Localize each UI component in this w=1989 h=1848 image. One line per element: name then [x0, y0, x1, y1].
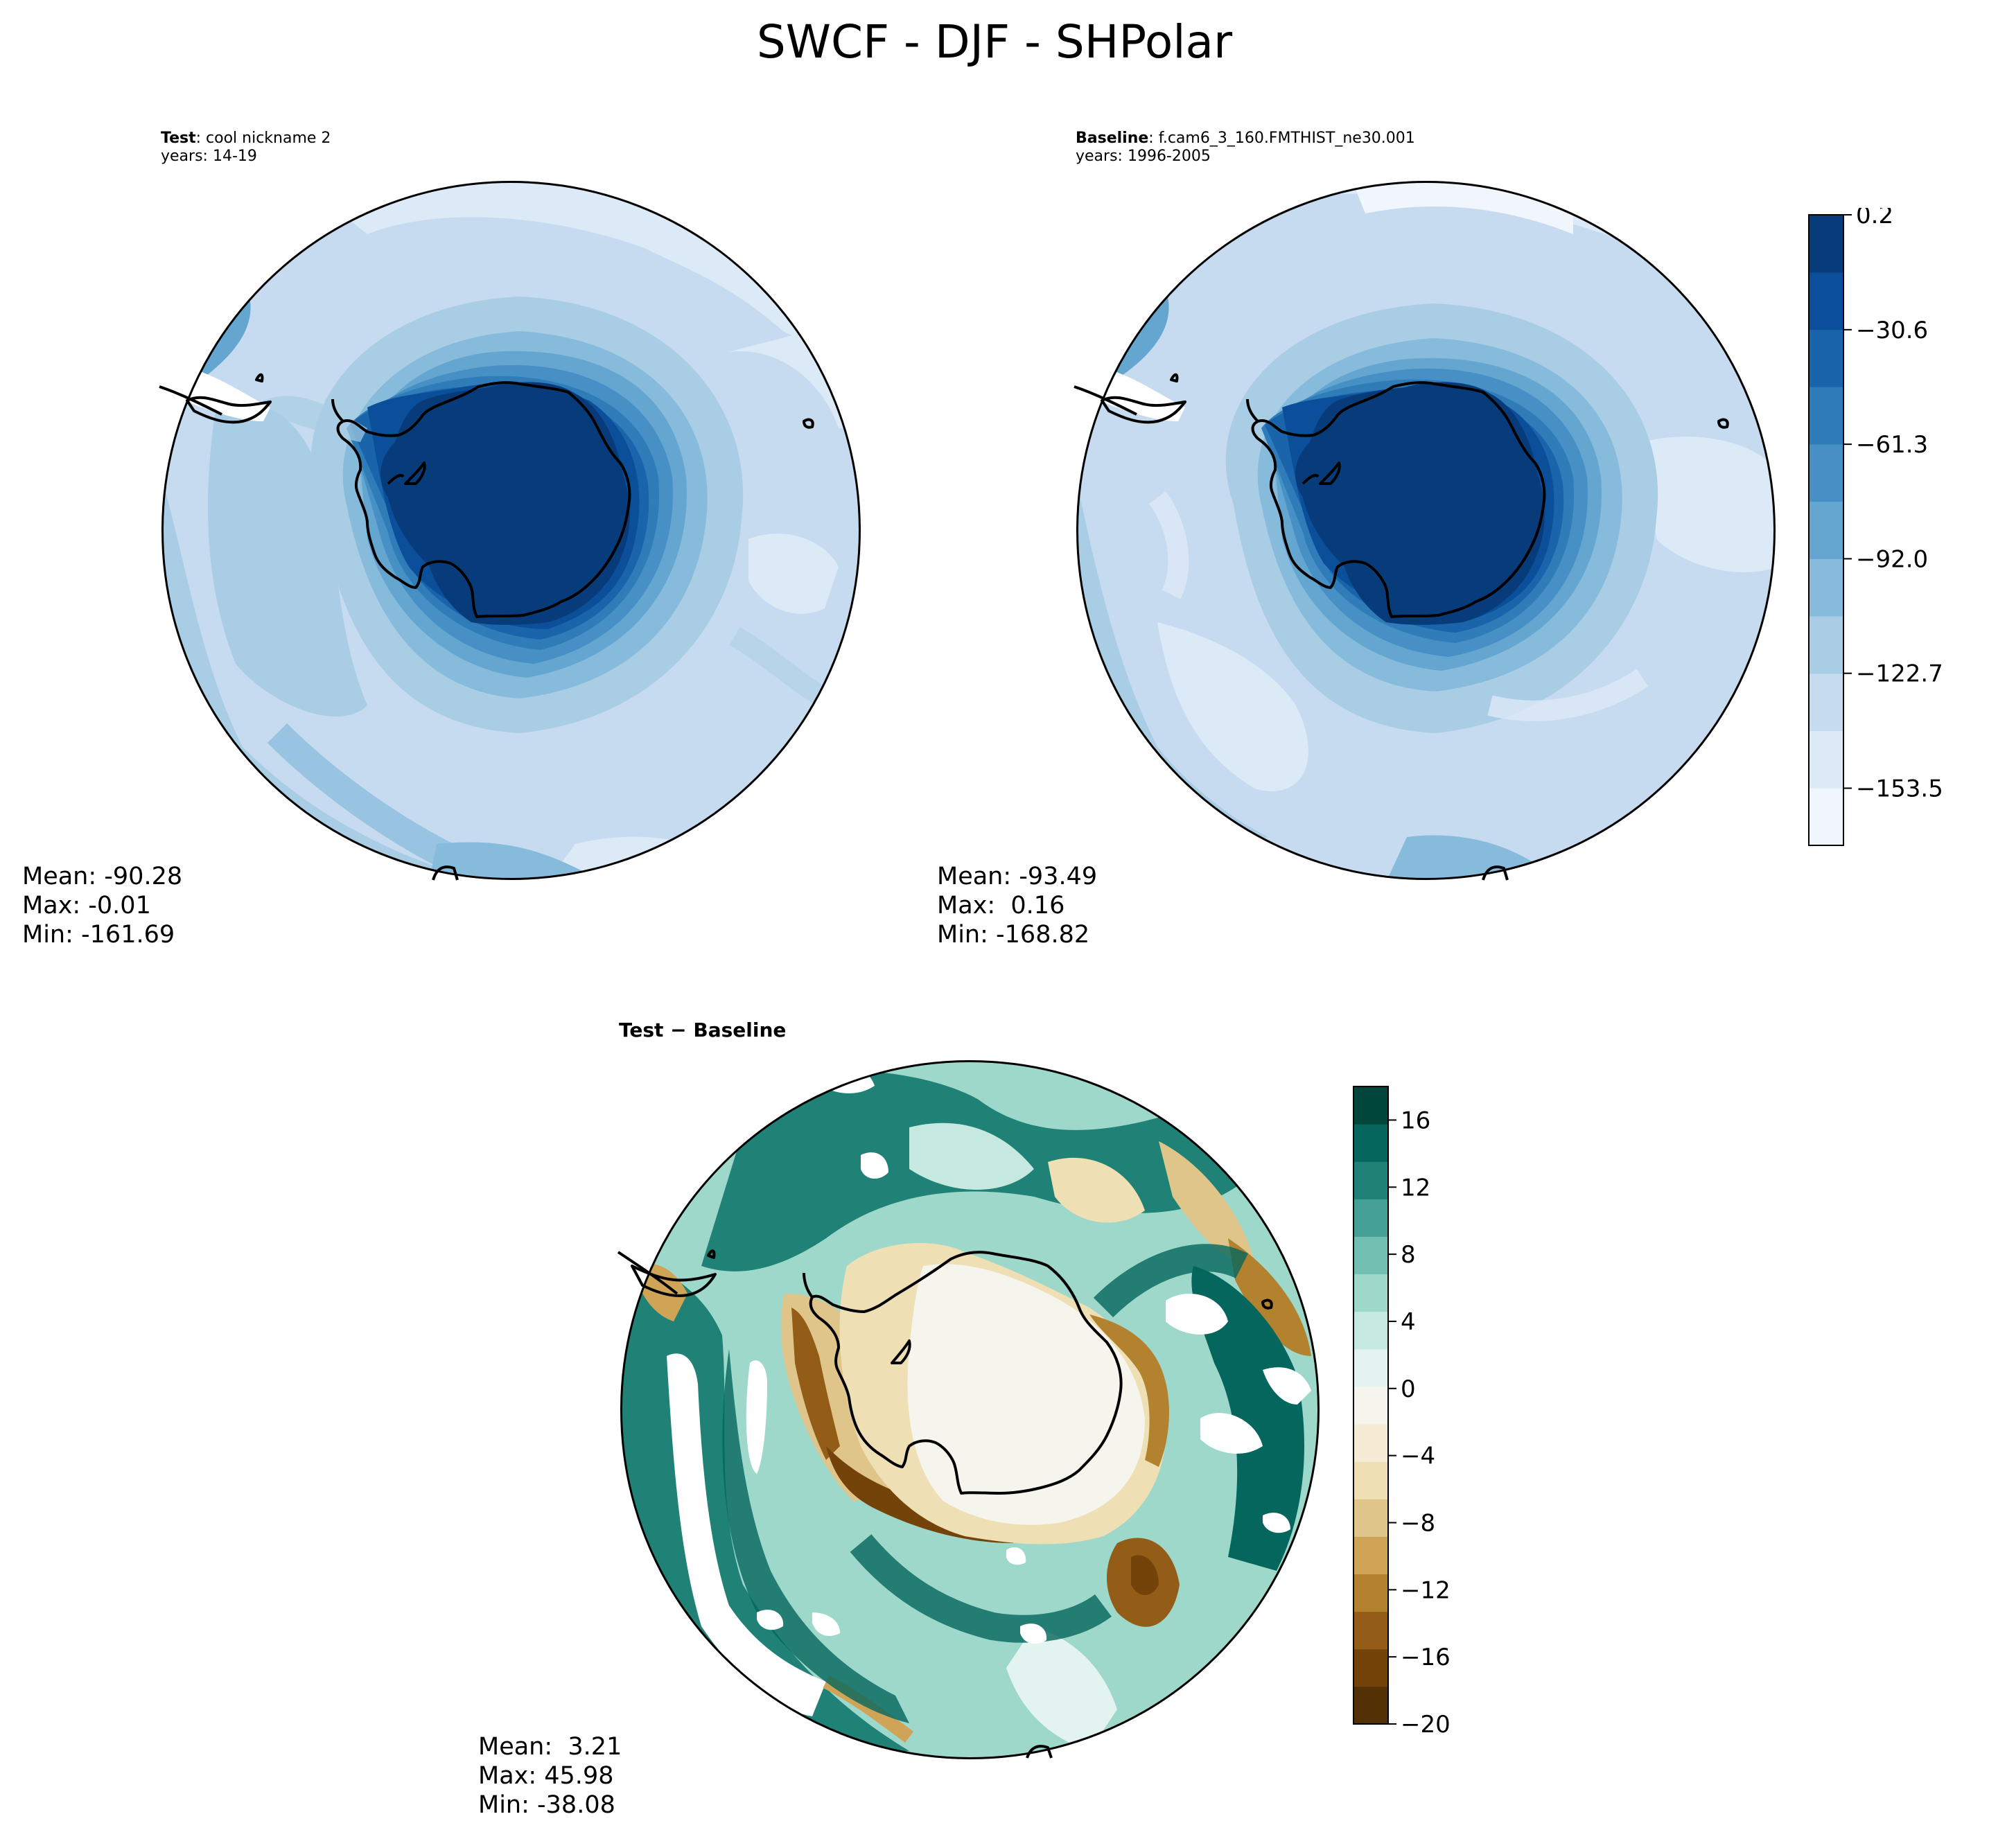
diff-tick-label: −8: [1401, 1509, 1435, 1537]
baseline-panel-title: Baseline: f.cam6_3_160.FMTHIST_ne30.001 …: [1076, 130, 1415, 166]
test-map: [159, 181, 861, 881]
diff-color-level: [1353, 1199, 1388, 1237]
diff-color-level: [1353, 1274, 1388, 1312]
diff-color-level: [1353, 1461, 1388, 1499]
diff-color-level: [1353, 1086, 1388, 1125]
baseline-min: Min: -168.82: [937, 921, 1090, 949]
baseline-years: years: 1996-2005: [1076, 148, 1211, 165]
diff-color-level: [1353, 1348, 1388, 1387]
test-mean: Mean: -90.28: [22, 863, 183, 890]
diff-stats: Mean: 3.21 Max: 45.98 Min: -38.08: [478, 1732, 622, 1820]
test-max: Max: -0.01: [22, 892, 151, 919]
diff-max: Max: 45.98: [478, 1762, 614, 1790]
diff-map: [617, 1060, 1320, 1759]
diff-colorbar-frame: [1353, 1086, 1389, 1725]
baseline-map: [1074, 181, 1776, 881]
diff-panel-title: Test − Baseline: [619, 1019, 787, 1041]
diff-tick-label: 16: [1401, 1107, 1430, 1134]
diff-tick-label: 0: [1401, 1375, 1416, 1403]
diff-color-level: [1353, 1611, 1388, 1650]
diff-tick-label: 4: [1401, 1308, 1416, 1336]
test-stats: Mean: -90.28 Max: -0.01 Min: -161.69: [22, 862, 182, 949]
test-case-name: : cool nickname 2: [195, 130, 331, 147]
diff-tick-label: 8: [1401, 1241, 1416, 1269]
diff-mean: Mean: 3.21: [478, 1733, 622, 1761]
swcf-color-level: [1809, 730, 1843, 789]
swcf-color-level: [1809, 215, 1843, 273]
swcf-tick-label: −153.5: [1856, 775, 1943, 803]
test-min: Min: -161.69: [22, 921, 175, 949]
swcf-color-level: [1809, 443, 1843, 502]
baseline-max: Max: 0.16: [937, 892, 1065, 919]
diff-color-level: [1353, 1311, 1388, 1350]
swcf-colorbar-frame: [1808, 214, 1844, 846]
swcf-color-level: [1809, 673, 1843, 732]
swcf-tick-label: −92.0: [1856, 545, 1928, 573]
diff-tick-label: 12: [1401, 1174, 1430, 1202]
swcf-tick-label: −30.6: [1856, 317, 1928, 344]
test-panel-title: Test: cool nickname 2 years: 14-19: [161, 130, 331, 166]
diff-color-level: [1353, 1124, 1388, 1162]
test-years: years: 14-19: [161, 148, 257, 165]
diff-color-level: [1353, 1499, 1388, 1537]
swcf-colorbar: 0.2 −30.6 −61.3 −92.0 −122.7 −153.5: [1808, 208, 1943, 846]
diff-min: Min: -38.08: [478, 1791, 615, 1819]
figure-title: SWCF - DJF - SHPolar: [756, 15, 1233, 69]
diff-colorbar: 16 12 8 4 0 −4 −8 −12 −16 −20: [1353, 1086, 1451, 1739]
swcf-tick-label: −61.3: [1856, 431, 1928, 459]
swcf-color-level: [1809, 501, 1843, 559]
swcf-color-level: [1809, 387, 1843, 445]
swcf-color-level: [1809, 329, 1843, 387]
diff-color-level: [1353, 1424, 1388, 1462]
diff-tick-label: −16: [1401, 1644, 1451, 1671]
baseline-stats: Mean: -93.49 Max: 0.16 Min: -168.82: [937, 862, 1097, 949]
baseline-mean: Mean: -93.49: [937, 863, 1098, 890]
diff-color-level: [1353, 1386, 1388, 1425]
diff-color-level: [1353, 1161, 1388, 1199]
swcf-color-level: [1809, 788, 1843, 846]
diff-color-level: [1353, 1574, 1388, 1612]
diff-tick-label: −20: [1401, 1711, 1451, 1739]
test-label: Test: [161, 130, 196, 147]
diff-tick-label: −4: [1401, 1443, 1435, 1470]
swcf-color-level: [1809, 616, 1843, 674]
diff-color-level: [1353, 1686, 1388, 1725]
diff-tick-label: −12: [1401, 1576, 1451, 1604]
swcf-color-level: [1809, 272, 1843, 330]
diff-color-level: [1353, 1648, 1388, 1687]
swcf-tick-label: −122.7: [1856, 660, 1943, 688]
diff-color-level: [1353, 1536, 1388, 1575]
diff-color-level: [1353, 1236, 1388, 1275]
swcf-color-level: [1809, 558, 1843, 617]
baseline-label: Baseline: [1076, 130, 1149, 147]
swcf-tick-label: 0.2: [1856, 208, 1893, 229]
baseline-case-name: : f.cam6_3_160.FMTHIST_ne30.001: [1148, 130, 1415, 147]
